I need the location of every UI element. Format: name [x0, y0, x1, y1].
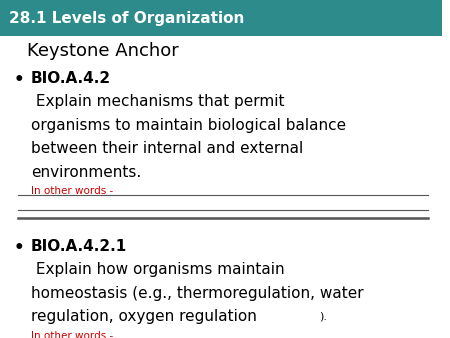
Text: In other words -: In other words - — [31, 331, 117, 338]
Text: •: • — [13, 239, 24, 257]
Text: Keystone Anchor: Keystone Anchor — [27, 42, 178, 60]
Text: ).: ). — [319, 312, 327, 321]
Text: organisms to maintain biological balance: organisms to maintain biological balance — [31, 118, 346, 132]
Text: environments.: environments. — [31, 165, 141, 179]
Text: Explain mechanisms that permit: Explain mechanisms that permit — [31, 94, 284, 109]
FancyBboxPatch shape — [0, 0, 442, 36]
Text: regulation, oxygen regulation: regulation, oxygen regulation — [31, 309, 257, 324]
Text: between their internal and external: between their internal and external — [31, 141, 303, 156]
Text: homeostasis (e.g., thermoregulation, water: homeostasis (e.g., thermoregulation, wat… — [31, 286, 364, 300]
Text: Explain how organisms maintain: Explain how organisms maintain — [31, 262, 284, 277]
Text: In other words -: In other words - — [31, 187, 117, 196]
Text: •: • — [13, 71, 24, 89]
Text: 28.1 Levels of Organization: 28.1 Levels of Organization — [9, 10, 244, 26]
Text: BIO.A.4.2: BIO.A.4.2 — [31, 71, 111, 86]
Text: BIO.A.4.2.1: BIO.A.4.2.1 — [31, 239, 127, 254]
